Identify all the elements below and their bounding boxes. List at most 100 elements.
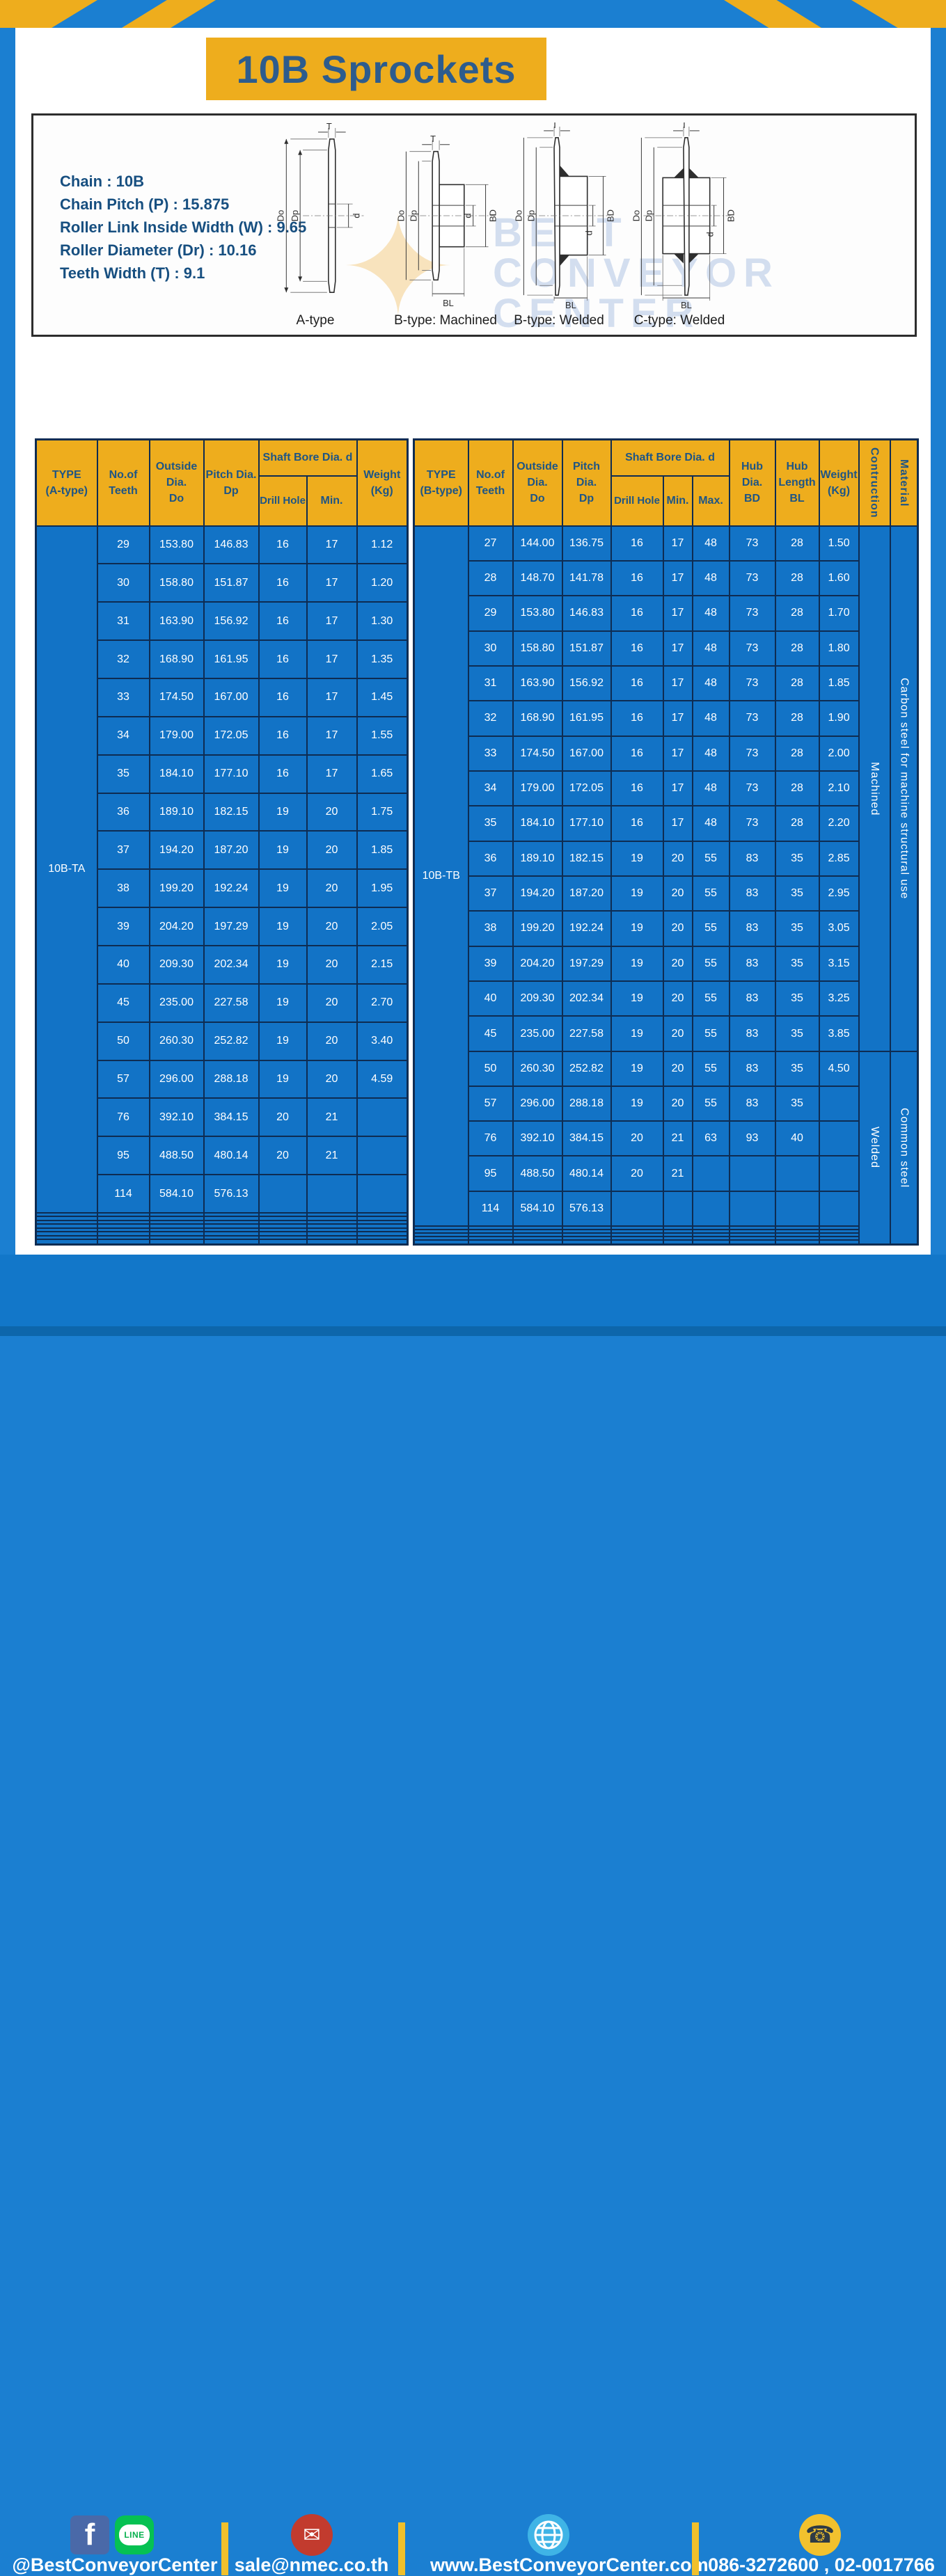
table-cell: 184.10 bbox=[148, 754, 205, 794]
table-cell: 153.80 bbox=[148, 525, 205, 565]
table-cell: 576.13 bbox=[561, 1190, 612, 1227]
table-cell bbox=[148, 1216, 205, 1222]
table-cell bbox=[35, 1231, 98, 1237]
table-cell: 584.10 bbox=[512, 1190, 563, 1227]
svg-text:Dp: Dp bbox=[408, 210, 418, 221]
svg-text:Do: Do bbox=[513, 210, 523, 221]
table-cell: 35 bbox=[774, 980, 820, 1017]
table-cell bbox=[774, 1190, 820, 1227]
b-type-machined-caption: B-type: Machined bbox=[394, 313, 497, 328]
table-cell bbox=[258, 1239, 308, 1246]
table-cell bbox=[306, 1211, 358, 1218]
svg-text:BL: BL bbox=[443, 298, 454, 308]
table-cell: 48 bbox=[691, 700, 730, 737]
table-cell: 209.30 bbox=[512, 980, 563, 1017]
table-cell: 1.55 bbox=[356, 715, 409, 756]
table-cell: 17 bbox=[662, 595, 693, 632]
table-cell: 27 bbox=[467, 525, 514, 562]
table-cell: 17 bbox=[662, 770, 693, 807]
table-cell bbox=[691, 1155, 730, 1192]
line-icon: LINE bbox=[115, 2515, 154, 2554]
svg-text:BD: BD bbox=[725, 209, 735, 222]
empty-table-row bbox=[35, 1211, 409, 1218]
table-cell: 167.00 bbox=[203, 677, 260, 717]
spec-line: Chain Pitch (P) : 15.875 bbox=[60, 196, 230, 213]
table-cell: 73 bbox=[728, 805, 776, 842]
table-cell: 37 bbox=[467, 875, 514, 912]
table-row: 38 199.20 192.24 19 20 55 83 35 3.05 bbox=[414, 910, 918, 947]
table-row: 30 158.80 151.87 16 17 1.20 bbox=[36, 563, 409, 603]
table-cell bbox=[691, 1225, 730, 1230]
col-header-material: Material bbox=[889, 438, 919, 527]
table-cell bbox=[356, 1223, 409, 1230]
table-cell: 21 bbox=[662, 1155, 693, 1192]
table-cell: 17 bbox=[662, 630, 693, 667]
table-cell: 488.50 bbox=[148, 1136, 205, 1176]
c-type-welded-drawing: T Do Dp d BD BL bbox=[624, 120, 736, 310]
empty-table-row bbox=[413, 1225, 918, 1230]
table-cell: 1.50 bbox=[818, 525, 860, 562]
table-cell: 19 bbox=[258, 1021, 308, 1061]
table-cell bbox=[818, 1190, 860, 1227]
table-cell: 20 bbox=[306, 1059, 358, 1099]
footer-band: f LINE @BestConveyorCenter ✉ sale@nmec.c… bbox=[0, 1255, 946, 2575]
empty-table-row bbox=[413, 1232, 918, 1237]
table-cell bbox=[356, 1211, 409, 1218]
a-type-table-body: 10B-TA 29 153.80 146.83 16 17 1.12 30 158.80 151.… bbox=[35, 525, 409, 1246]
table-cell: 21 bbox=[306, 1097, 358, 1138]
table-cell: 34 bbox=[467, 770, 514, 807]
table-cell bbox=[774, 1155, 820, 1192]
svg-text:T: T bbox=[552, 122, 558, 130]
table-cell: 31 bbox=[96, 601, 150, 642]
table-cell: 83 bbox=[728, 1050, 776, 1088]
table-cell bbox=[306, 1223, 358, 1230]
type-cell: 10B-TA bbox=[35, 525, 98, 1214]
table-cell: 163.90 bbox=[148, 601, 205, 642]
table-cell: 146.83 bbox=[561, 595, 612, 632]
table-cell bbox=[356, 1231, 409, 1237]
table-cell: 17 bbox=[306, 639, 358, 679]
table-cell: 83 bbox=[728, 910, 776, 947]
table-cell: 20 bbox=[306, 792, 358, 832]
col-header-max: Max. bbox=[691, 475, 730, 527]
table-cell: 83 bbox=[728, 980, 776, 1017]
table-cell bbox=[258, 1223, 308, 1230]
table-cell: 16 bbox=[610, 559, 664, 597]
table-cell: 28 bbox=[774, 770, 820, 807]
table-cell: 34 bbox=[96, 715, 150, 756]
table-cell: 20 bbox=[306, 907, 358, 946]
table-cell: 28 bbox=[774, 805, 820, 842]
table-cell: 73 bbox=[728, 700, 776, 737]
svg-text:T: T bbox=[681, 122, 687, 130]
table-row: 57 296.00 288.18 19 20 4.59 bbox=[36, 1059, 409, 1099]
material-cell: Common steel bbox=[889, 1050, 919, 1246]
table-cell: 235.00 bbox=[512, 1015, 563, 1052]
table-cell bbox=[818, 1225, 860, 1230]
col-header-shaft-bore: Shaft Bore Dia. d bbox=[610, 438, 730, 477]
table-cell bbox=[662, 1235, 693, 1241]
table-cell: 156.92 bbox=[203, 601, 260, 642]
table-cell: 199.20 bbox=[148, 868, 205, 909]
table-cell: 16 bbox=[258, 715, 308, 756]
col-header-min: Min. bbox=[662, 475, 693, 527]
table-cell: 3.05 bbox=[818, 910, 860, 947]
empty-table-row bbox=[35, 1231, 409, 1237]
table-cell bbox=[728, 1228, 776, 1234]
table-cell: 40 bbox=[774, 1120, 820, 1157]
table-cell: 1.80 bbox=[818, 630, 860, 667]
col-header-weight: Weight (Kg) bbox=[818, 438, 860, 527]
table-cell: 19 bbox=[610, 980, 664, 1017]
table-cell bbox=[356, 1219, 409, 1225]
table-cell: 28 bbox=[774, 595, 820, 632]
table-cell: 16 bbox=[258, 525, 308, 565]
table-cell bbox=[306, 1174, 358, 1214]
table-cell bbox=[258, 1211, 308, 1218]
table-cell: 192.24 bbox=[203, 868, 260, 909]
table-cell: 161.95 bbox=[561, 700, 612, 737]
empty-table-row bbox=[35, 1234, 409, 1241]
table-cell: 197.29 bbox=[203, 907, 260, 946]
table-cell: 174.50 bbox=[512, 735, 563, 772]
table-cell: 20 bbox=[662, 840, 693, 877]
table-cell: 16 bbox=[258, 601, 308, 642]
empty-table-row bbox=[35, 1216, 409, 1222]
